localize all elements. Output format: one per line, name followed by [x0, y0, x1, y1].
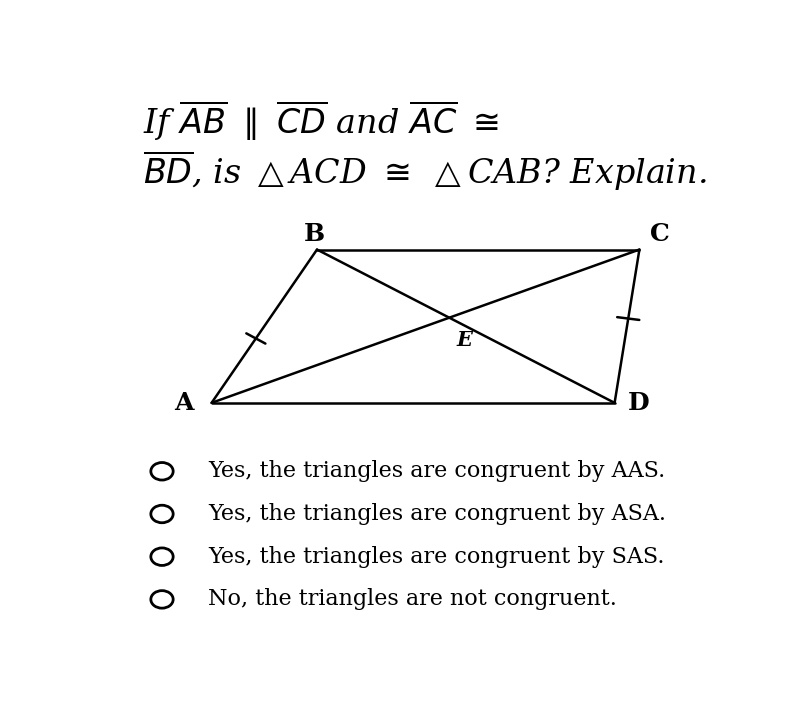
Text: If $\overline{AB}$ $\parallel$ $\overline{CD}$ and $\overline{AC}$ $\cong$: If $\overline{AB}$ $\parallel$ $\overlin…: [143, 99, 499, 143]
Text: B: B: [303, 223, 325, 246]
Text: Yes, the triangles are congruent by AAS.: Yes, the triangles are congruent by AAS.: [209, 460, 666, 482]
Text: D: D: [627, 391, 649, 415]
Text: No, the triangles are not congruent.: No, the triangles are not congruent.: [209, 589, 618, 611]
Text: C: C: [650, 223, 670, 246]
Text: E: E: [457, 330, 473, 350]
Text: $\overline{BD}$, is $\triangle$ACD $\cong$ $\triangle$CAB? Explain.: $\overline{BD}$, is $\triangle$ACD $\con…: [143, 149, 707, 193]
Text: Yes, the triangles are congruent by ASA.: Yes, the triangles are congruent by ASA.: [209, 503, 666, 525]
Text: Yes, the triangles are congruent by SAS.: Yes, the triangles are congruent by SAS.: [209, 545, 665, 567]
Text: A: A: [174, 391, 194, 415]
